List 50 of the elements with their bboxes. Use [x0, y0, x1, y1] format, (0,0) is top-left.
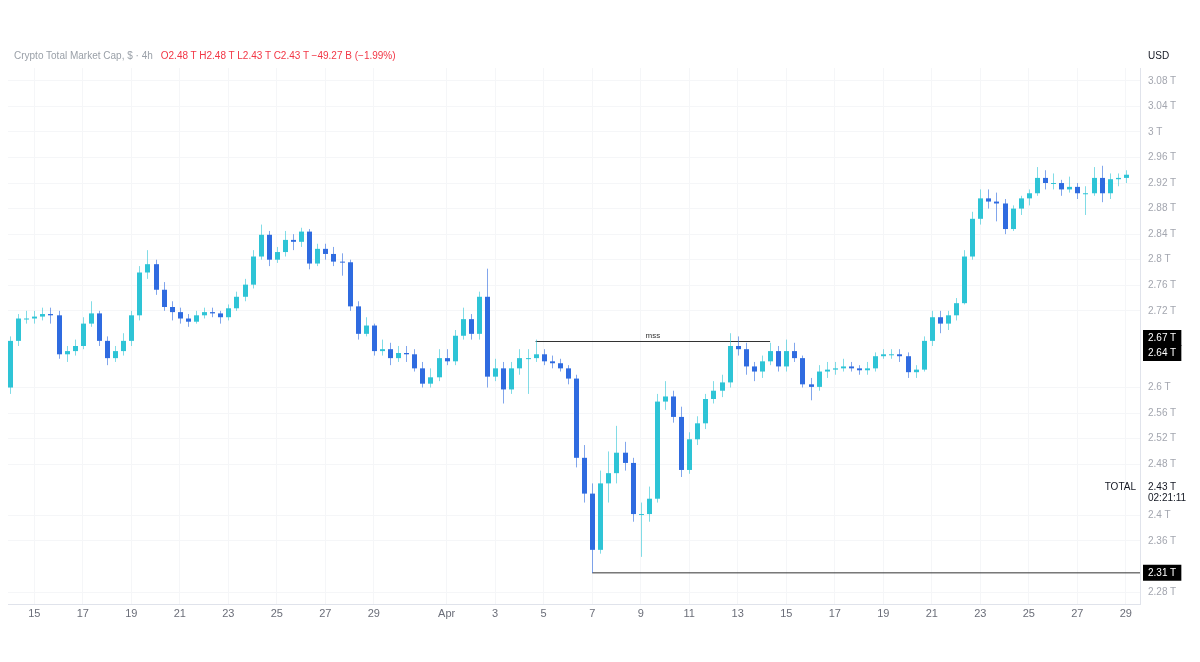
text: 2.67 T [1148, 331, 1177, 343]
y-tick-label: 2.56 T [1148, 406, 1177, 418]
x-tick-label: 3 [492, 607, 499, 620]
y-tick-label: 3 T [1148, 125, 1163, 137]
text: 02:21:11 [1148, 491, 1187, 503]
x-tick-label: 21 [925, 607, 938, 620]
x-tick-label: 25 [1022, 607, 1035, 620]
series-label: mss [645, 330, 661, 340]
x-tick-label: 27 [1071, 607, 1084, 620]
y-tick-label: 2.6 T [1148, 381, 1171, 393]
chart-title: Crypto Total Market Cap, $ · 4h [14, 50, 153, 61]
x-tick-label: 11 [683, 607, 695, 620]
x-tick-label: 19 [877, 607, 890, 620]
x-tick-label: 17 [76, 607, 89, 620]
x-tick-label: 7 [589, 607, 596, 620]
y-tick-label: 2.36 T [1148, 534, 1177, 546]
x-tick-label: 15 [28, 607, 41, 620]
y-tick-label: 2.96 T [1148, 151, 1177, 163]
x-tick-label: 21 [173, 607, 186, 620]
x-tick-label: 13 [731, 607, 744, 620]
y-tick-label: 2.52 T [1148, 432, 1177, 444]
text: 2.64 T [1148, 346, 1177, 358]
x-tick-label: 27 [319, 607, 332, 620]
x-tick-label: 29 [1119, 607, 1132, 620]
y-tick-label: 2.76 T [1148, 279, 1177, 291]
x-tick-label: 29 [367, 607, 380, 620]
x-tick-label: 5 [540, 607, 547, 620]
x-tick-label: 23 [222, 607, 235, 620]
chart-subtitle: O2.48 T H2.48 T L2.43 T C2.43 T −49.27 B (−1.99%) [160, 50, 396, 61]
series-label: 2.31 T [1148, 566, 1177, 578]
y-tick-label: 2.8 T [1148, 253, 1171, 265]
y-tick-label: 2.72 T [1148, 304, 1177, 316]
x-tick-label: 9 [637, 607, 644, 620]
x-tick-label: Apr [438, 607, 456, 620]
x-tick-label: 25 [270, 607, 283, 620]
text: 2.43 T [1148, 480, 1177, 492]
y-tick-label: 2.88 T [1148, 202, 1177, 214]
annotation: TOTAL [1104, 480, 1137, 492]
y-tick-label: 3.04 T [1148, 100, 1177, 112]
x-tick-label: 15 [780, 607, 793, 620]
y-tick-label: 2.84 T [1148, 227, 1177, 239]
x-tick-label: 23 [974, 607, 987, 620]
y-tick-label: 2.28 T [1148, 585, 1177, 597]
x-tick-label: 19 [125, 607, 138, 620]
y-tick-label: 3.08 T [1148, 74, 1177, 86]
x-tick-label: 17 [828, 607, 841, 620]
y-tick-label: 2.92 T [1148, 176, 1177, 188]
y-axis-title: USD [1148, 50, 1170, 61]
y-tick-label: 2.48 T [1148, 457, 1177, 469]
y-tick-label: 2.4 T [1148, 509, 1171, 521]
